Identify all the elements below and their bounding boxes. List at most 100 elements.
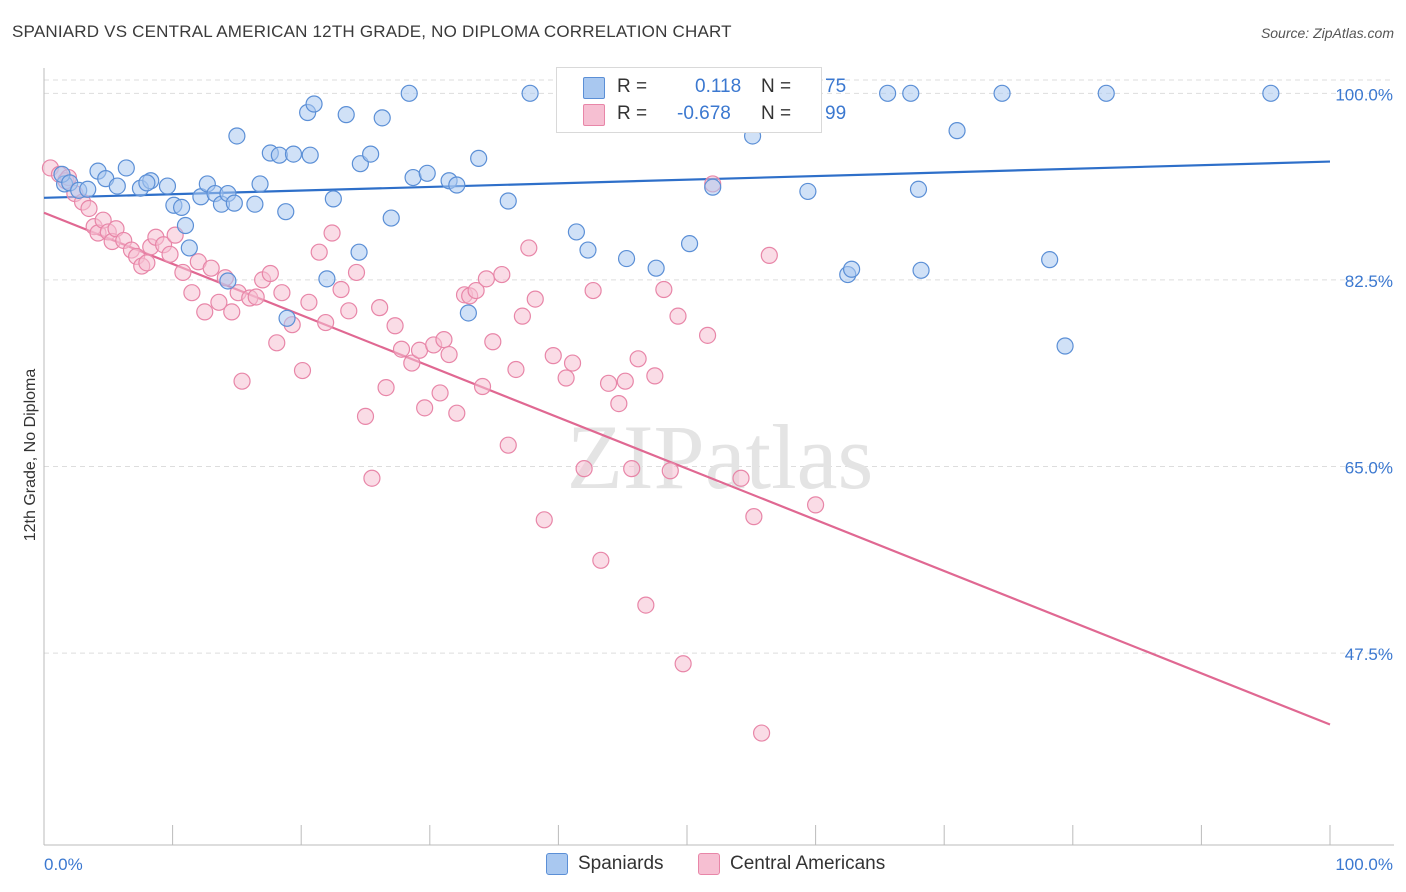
spaniards-point [459,304,477,322]
x-tick-label: 0.0% [44,855,83,874]
spaniards-point [567,223,586,241]
central-americans-point [300,293,318,311]
spaniards-point [324,190,342,208]
central-americans-point [760,246,778,264]
central-americans-point [513,307,531,325]
n-value: 75 [825,76,847,97]
central-americans-point [752,724,771,742]
spaniards-point [418,164,436,182]
central-americans-point [610,394,628,413]
central-americans-point [183,284,201,302]
central-americans-point [499,436,517,454]
central-americans-point [477,270,495,288]
central-americans-point [440,345,458,364]
central-americans-point [317,313,335,332]
watermark: ZIPatlas [567,406,874,508]
central-americans-point [575,460,593,478]
central-americans-point [392,340,411,358]
central-americans-point [161,245,179,263]
spaniards-point [617,249,636,268]
spaniards-swatch [546,853,568,875]
central-americans-point [629,350,647,368]
central-americans-point [210,293,228,311]
central-americans-point [473,377,492,396]
n-value: 99 [825,103,847,124]
spaniards-point [909,180,928,198]
central-americans-point [403,354,421,372]
central-americans-point [623,460,641,478]
central-americans-point [223,303,241,321]
spaniards-point [1262,84,1280,102]
central-americans-point [616,372,634,390]
spaniards-point [704,178,722,196]
x-tick-labels: 0.0% 100.0% [44,855,1393,874]
central-americans-point [467,281,485,300]
central-americans-point [637,596,655,614]
spaniards-point [305,95,323,113]
spaniards-point [173,198,191,217]
y-tick-label: 47.5% [1345,645,1393,664]
spaniards-point [373,109,391,127]
central-americans-point [196,303,214,321]
source-label: Source: ZipAtlas.com [1260,25,1394,41]
spaniards-point [470,149,488,167]
chart-title: SPANIARD VS CENTRAL AMERICAN 12TH GRADE,… [12,22,732,41]
y-tick-label: 82.5% [1345,272,1393,291]
legend-label: Central Americans [730,853,886,874]
spaniards-point [879,84,897,102]
central-americans-point [371,299,389,317]
central-americans-point [544,347,562,365]
spaniards-point [1056,337,1074,355]
central-americans-point [557,369,575,387]
y-tick-labels: 100.0% 82.5% 65.0% 47.5% [1335,85,1393,664]
r-label: R = [617,103,648,124]
r-value: 0.118 [695,76,742,97]
central-americans-point [247,288,265,306]
central-americans-point [323,224,341,242]
spaniards-point [270,146,288,164]
central-americans-point [563,354,582,372]
spaniards-point [521,84,539,102]
spaniards-point [284,145,303,163]
spaniards-point [219,272,237,290]
central-americans-point [599,374,618,392]
spaniards-point [902,84,920,102]
r-label: R = [617,76,648,97]
spaniards-point [225,194,243,212]
spaniards-point [180,239,198,257]
legend-item-spaniards[interactable]: Spaniards [546,851,664,877]
spaniards-point [647,259,665,277]
spaniards-trend-line [43,160,1331,199]
spaniards-point [993,84,1011,102]
central-americans-point [493,265,511,284]
spaniards-point [400,84,418,102]
central-americans-point [363,469,381,487]
spaniards-point [79,180,97,198]
central-americans-point [698,326,717,344]
central-americans-point [806,496,825,514]
central-americans-point [377,378,395,397]
r-value: -0.678 [677,103,731,124]
spaniards-point [318,270,336,288]
central-americans-point [273,284,291,302]
central-americans-point [347,263,366,282]
legend-item-central-americans[interactable]: Central Americans [698,851,885,877]
spaniards-point [337,106,355,124]
central-americans-swatch [583,104,605,126]
spaniards-point [278,309,296,327]
spaniards-point [138,174,156,192]
spaniards-point [799,182,817,201]
central-americans-point [592,551,610,569]
spaniards-point [228,127,246,145]
y-axis-label: 12th Grade, No Diploma [22,368,39,542]
spaniards-point [176,216,195,235]
spaniards-point [117,159,135,177]
central-americans-point [340,302,358,320]
central-americans-points [41,159,825,742]
central-americans-point [520,239,538,257]
central-americans-point [535,511,553,529]
spaniards-point [843,260,861,278]
central-americans-point [448,404,466,422]
spaniards-point [912,261,930,279]
central-americans-point [293,361,312,380]
